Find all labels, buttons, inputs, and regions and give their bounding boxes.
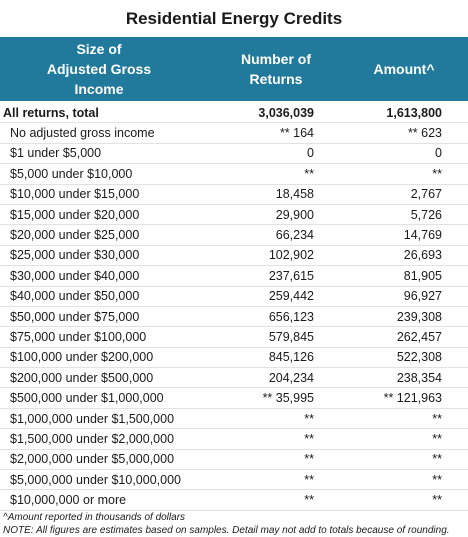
amount-footnote: ^Amount reported in thousands of dollars (3, 511, 186, 523)
header-income-size: Size of Adjusted Gross Income (0, 37, 212, 101)
income-size-cell: $50,000 under $75,000 (0, 306, 212, 328)
income-size-cell: $15,000 under $20,000 (0, 204, 212, 226)
amount-cell: 2,767 (340, 184, 468, 205)
amount-cell: 262,457 (340, 326, 468, 348)
returns-cell: 0 (212, 143, 340, 165)
returns-cell: ** (212, 449, 340, 471)
amount-cell: ** 623 (340, 122, 468, 144)
energy-credits-table: Size of Adjusted Gross Income Number of … (0, 37, 468, 511)
returns-cell: 259,442 (212, 286, 340, 307)
returns-cell: ** (212, 408, 340, 430)
table-row: No adjusted gross income ** 164 ** 623 (0, 122, 468, 144)
income-size-cell: $40,000 under $50,000 (0, 286, 212, 307)
income-size-cell: All returns, total (0, 101, 212, 124)
table-row: $20,000 under $25,000 66,234 14,769 (0, 224, 468, 246)
table-row: $1,000,000 under $1,500,000 ** ** (0, 408, 468, 430)
returns-cell: 66,234 (212, 224, 340, 246)
amount-cell: ** (340, 428, 468, 450)
income-size-cell: $500,000 under $1,000,000 (0, 387, 212, 409)
returns-cell: 656,123 (212, 306, 340, 328)
income-size-cell: No adjusted gross income (0, 122, 212, 144)
header-income-size-text: Size of Adjusted Gross Income (46, 41, 152, 97)
header-amount-text: Amount^ (373, 61, 435, 77)
income-size-cell: $25,000 under $30,000 (0, 245, 212, 267)
table-row: $40,000 under $50,000 259,442 96,927 (0, 286, 468, 307)
amount-cell: 96,927 (340, 286, 468, 307)
income-size-cell: $1 under $5,000 (0, 143, 212, 165)
returns-cell: 3,036,039 (212, 101, 340, 124)
amount-cell: 522,308 (340, 347, 468, 369)
returns-cell: ** (212, 163, 340, 185)
table-row: $10,000 under $15,000 18,458 2,767 (0, 184, 468, 205)
table-row: $500,000 under $1,000,000 ** 35,995 ** 121… (0, 387, 468, 409)
header-number-of-returns-text: Number of Returns (241, 51, 311, 87)
amount-cell: 1,613,800 (340, 101, 468, 124)
returns-cell: 29,900 (212, 204, 340, 226)
income-size-cell: $5,000 under $10,000 (0, 163, 212, 185)
amount-cell: ** (340, 469, 468, 491)
income-size-cell: $5,000,000 under $10,000,000 (0, 469, 212, 491)
amount-cell: ** (340, 489, 468, 511)
income-size-cell: $20,000 under $25,000 (0, 224, 212, 246)
amount-cell: 14,769 (340, 224, 468, 246)
amount-cell: 238,354 (340, 367, 468, 389)
returns-cell: 845,126 (212, 347, 340, 369)
returns-cell: 18,458 (212, 184, 340, 205)
returns-cell: ** (212, 489, 340, 511)
amount-cell: 239,308 (340, 306, 468, 328)
income-size-cell: $75,000 under $100,000 (0, 326, 212, 348)
income-size-cell: $2,000,000 under $5,000,000 (0, 449, 212, 471)
table-title: Residential Energy Credits (125, 9, 343, 28)
table-row: $50,000 under $75,000 656,123 239,308 (0, 306, 468, 328)
header-number-of-returns: Number of Returns (212, 37, 340, 101)
amount-cell: 81,905 (340, 265, 468, 287)
table-row: $15,000 under $20,000 29,900 5,726 (0, 204, 468, 226)
table-row: $1 under $5,000 0 0 (0, 143, 468, 165)
amount-cell: ** (340, 408, 468, 430)
total-row: All returns, total 3,036,039 1,613,800 (0, 101, 468, 124)
amount-cell: 0 (340, 143, 468, 165)
table-row: $25,000 under $30,000 102,902 26,693 (0, 245, 468, 267)
amount-cell: ** 121,963 (340, 387, 468, 409)
returns-cell: ** 35,995 (212, 387, 340, 409)
amount-cell: 5,726 (340, 204, 468, 226)
table-row: $2,000,000 under $5,000,000 ** ** (0, 449, 468, 471)
table-row: $200,000 under $500,000 204,234 238,354 (0, 367, 468, 389)
table-row: $10,000,000 or more ** ** (0, 489, 468, 511)
income-size-cell: $1,000,000 under $1,500,000 (0, 408, 212, 430)
table-row: $5,000 under $10,000 ** ** (0, 163, 468, 185)
table-row: $100,000 under $200,000 845,126 522,308 (0, 347, 468, 369)
returns-cell: ** 164 (212, 122, 340, 144)
table-row: $30,000 under $40,000 237,615 81,905 (0, 265, 468, 287)
table-row: $75,000 under $100,000 579,845 262,457 (0, 326, 468, 348)
income-size-cell: $10,000 under $15,000 (0, 184, 212, 205)
returns-cell: 579,845 (212, 326, 340, 348)
returns-cell: 102,902 (212, 245, 340, 267)
table-row: $5,000,000 under $10,000,000 ** ** (0, 469, 468, 491)
returns-cell: ** (212, 469, 340, 491)
returns-cell: ** (212, 428, 340, 450)
header-row: Size of Adjusted Gross Income Number of … (0, 37, 468, 101)
rounding-note: NOTE: All figures are estimates based on… (3, 524, 450, 536)
income-size-cell: $10,000,000 or more (0, 489, 212, 511)
amount-cell: ** (340, 163, 468, 185)
header-amount: Amount^ (340, 37, 468, 101)
income-size-cell: $100,000 under $200,000 (0, 347, 212, 369)
amount-cell: ** (340, 449, 468, 471)
income-size-cell: $1,500,000 under $2,000,000 (0, 428, 212, 450)
income-size-cell: $200,000 under $500,000 (0, 367, 212, 389)
returns-cell: 204,234 (212, 367, 340, 389)
income-size-cell: $30,000 under $40,000 (0, 265, 212, 287)
table-row: $1,500,000 under $2,000,000 ** ** (0, 428, 468, 450)
returns-cell: 237,615 (212, 265, 340, 287)
amount-cell: 26,693 (340, 245, 468, 267)
